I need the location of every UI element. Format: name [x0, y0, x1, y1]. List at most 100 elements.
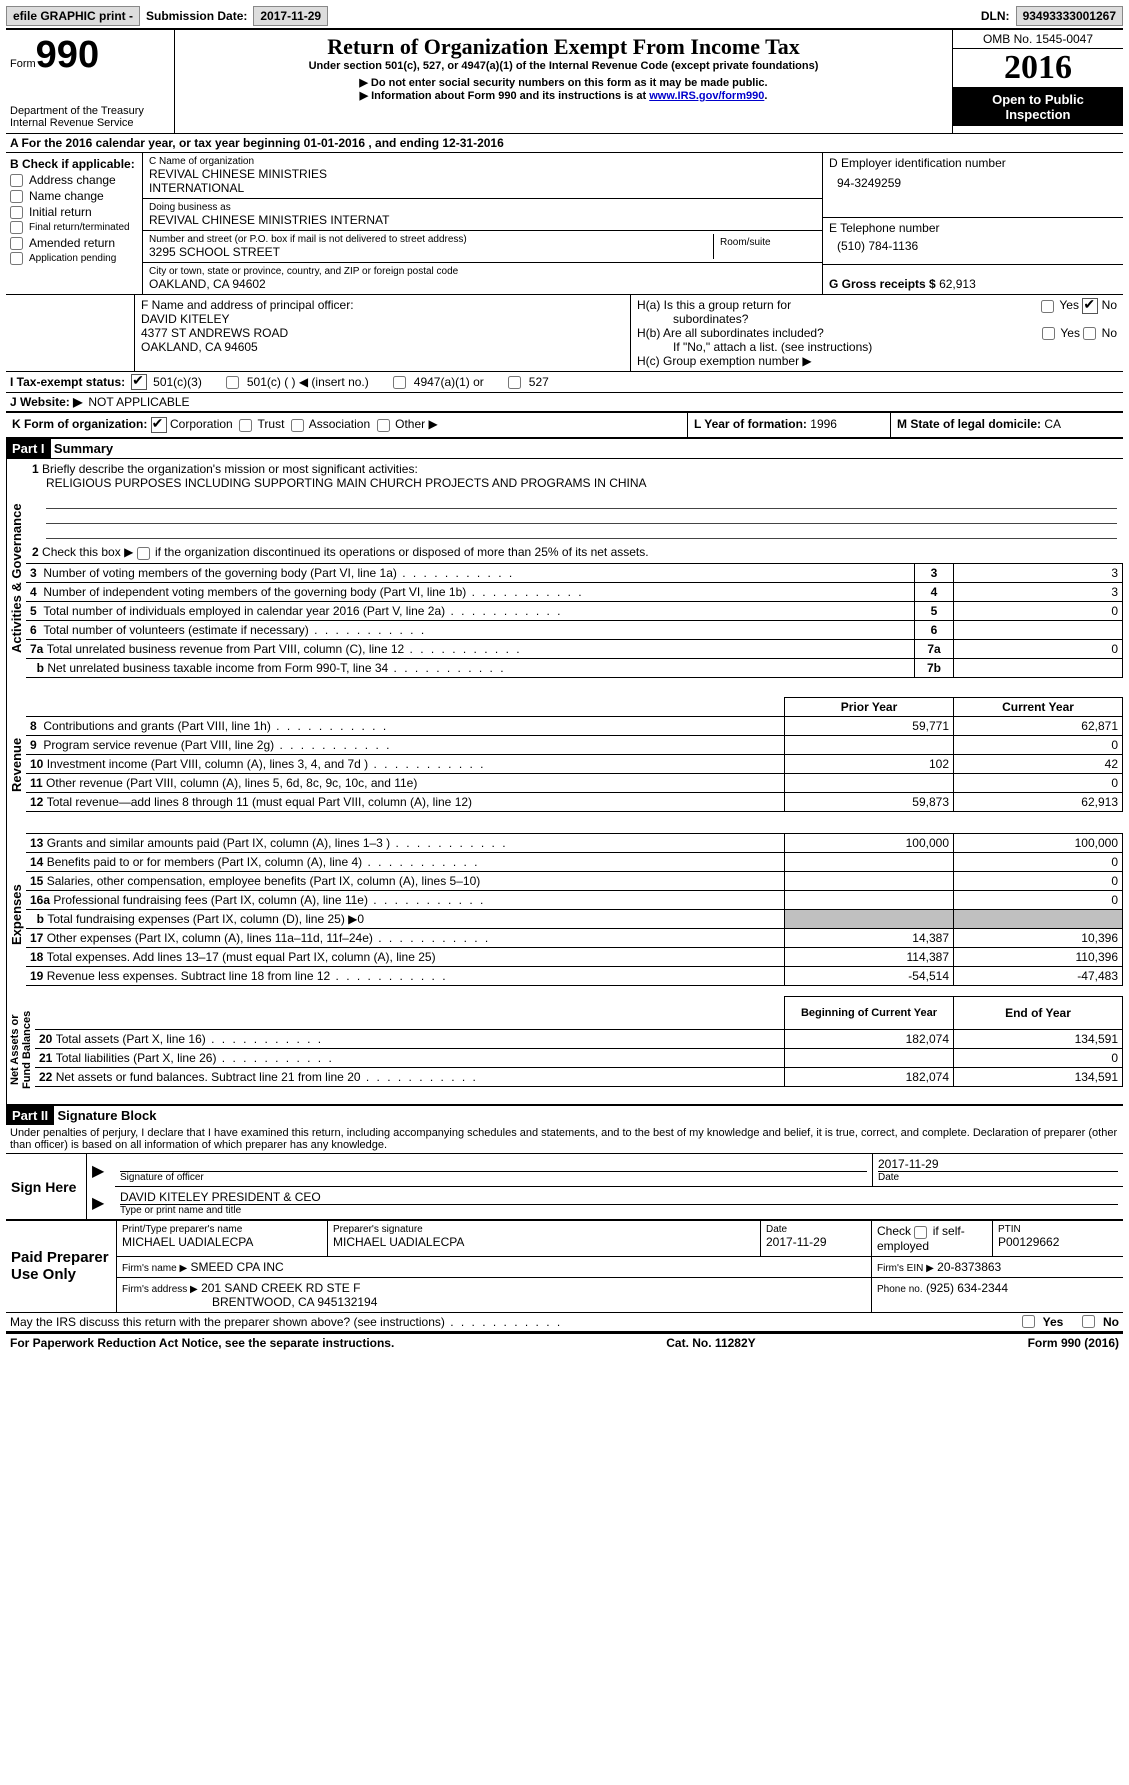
gross-receipts-label: G Gross receipts $: [829, 277, 936, 291]
chk-hb-yes[interactable]: [1042, 327, 1055, 340]
chk-address-change[interactable]: [10, 174, 23, 187]
officer-addr2: OAKLAND, CA 94605: [141, 340, 624, 354]
revenue-table: Prior YearCurrent Year 8 Contributions a…: [26, 697, 1123, 812]
ha-label: H(a) Is this a group return for: [637, 298, 791, 312]
col-prior: Prior Year: [785, 698, 954, 717]
org-name-2: INTERNATIONAL: [149, 181, 816, 195]
firm-name-label: Firm's name ▶: [122, 1263, 187, 1274]
prep-sig: MICHAEL UADIALECPA: [333, 1235, 755, 1249]
row-k-l-m: K Form of organization: Corporation Trus…: [6, 412, 1123, 439]
lbl-yes: Yes: [1059, 298, 1079, 312]
officer-addr1: 4377 ST ANDREWS ROAD: [141, 326, 624, 340]
opt-trust: Trust: [258, 418, 285, 432]
col-beginning: Beginning of Current Year: [785, 997, 954, 1030]
chk-hb-no[interactable]: [1083, 327, 1096, 340]
chk-discontinued[interactable]: [137, 547, 150, 560]
row7a-text: Total unrelated business revenue from Pa…: [47, 642, 522, 656]
chk-trust[interactable]: [239, 419, 252, 432]
footer-right: Form 990 (2016): [1028, 1336, 1119, 1350]
chk-self-employed[interactable]: [914, 1226, 927, 1239]
chk-name-change[interactable]: [10, 190, 23, 203]
dln-label: DLN:: [981, 9, 1010, 23]
prep-name-label: Print/Type preparer's name: [122, 1224, 322, 1235]
revenue-section: Revenue Prior YearCurrent Year 8 Contrib…: [6, 697, 1123, 833]
dln-value: 93493333001267: [1016, 6, 1123, 26]
paid-preparer-label: Paid Preparer Use Only: [6, 1220, 117, 1311]
side-revenue: Revenue: [6, 697, 26, 833]
lbl-final-return: Final return/terminated: [29, 222, 130, 233]
part-ii-row: Part II Signature Block: [6, 1106, 1123, 1125]
row7b-text: Net unrelated business taxable income fr…: [47, 661, 505, 675]
info-note-prefix: ▶ Information about Form 990 and its ins…: [360, 90, 650, 102]
line1-label: Briefly describe the organization's miss…: [42, 462, 418, 476]
part-i-title: Summary: [54, 441, 113, 456]
side-net-assets: Net Assets or Fund Balances: [6, 996, 35, 1104]
part-i-row: Part I Summary: [6, 439, 1123, 458]
chk-corp-checked: [151, 417, 167, 433]
opt-501c: 501(c) ( ) ◀ (insert no.): [247, 375, 369, 389]
chk-final-return[interactable]: [10, 221, 23, 234]
chk-application-pending[interactable]: [10, 252, 23, 265]
opt-other: Other ▶: [395, 418, 438, 432]
lbl-application-pending: Application pending: [29, 253, 116, 264]
printed-label: Type or print name and title: [120, 1205, 1118, 1216]
prep-sig-label: Preparer's signature: [333, 1224, 755, 1235]
irs-label: Internal Revenue Service: [10, 117, 170, 129]
sig-date: 2017-11-29: [878, 1157, 1118, 1172]
firm-phone-label: Phone no.: [877, 1284, 923, 1295]
chk-ha-yes[interactable]: [1041, 300, 1054, 313]
prep-date-label: Date: [766, 1224, 866, 1235]
l-value: 1996: [810, 417, 837, 431]
chk-ha-no-checked: [1082, 298, 1098, 314]
firm-addr-label: Firm's address ▶: [122, 1284, 198, 1295]
firm-phone: (925) 634-2344: [926, 1281, 1008, 1295]
lbl-amended: Amended return: [29, 236, 115, 250]
l-label: L Year of formation:: [694, 417, 807, 431]
room-suite-label: Room/suite: [720, 237, 810, 248]
part-ii-title: Signature Block: [57, 1108, 156, 1123]
chk-initial-return[interactable]: [10, 206, 23, 219]
col-end: End of Year: [954, 997, 1123, 1030]
city-label: City or town, state or province, country…: [149, 266, 816, 277]
tax-year: 2016: [953, 49, 1123, 88]
f-label: F Name and address of principal officer:: [141, 298, 624, 312]
street-label: Number and street (or P.O. box if mail i…: [149, 234, 713, 245]
chk-assoc[interactable]: [291, 419, 304, 432]
return-subtitle: Under section 501(c), 527, or 4947(a)(1)…: [183, 60, 944, 72]
open-to-public: Open to Public: [955, 92, 1121, 107]
org-name-1: REVIVAL CHINESE MINISTRIES: [149, 167, 816, 181]
row7a-val: 0: [954, 639, 1123, 658]
col-current: Current Year: [954, 698, 1123, 717]
row4-text: Number of independent voting members of …: [43, 585, 583, 599]
chk-501c3-checked: [131, 374, 147, 390]
chk-4947[interactable]: [393, 376, 406, 389]
chk-discuss-yes[interactable]: [1022, 1315, 1035, 1328]
chk-other[interactable]: [377, 419, 390, 432]
opt-corp: Corporation: [170, 418, 233, 432]
chk-discuss-no[interactable]: [1082, 1315, 1095, 1328]
lbl-name-change: Name change: [29, 189, 104, 203]
telephone-value: (510) 784-1136: [829, 235, 1117, 253]
street-value: 3295 SCHOOL STREET: [149, 245, 713, 259]
expenses-section: Expenses 13 Grants and similar amounts p…: [6, 833, 1123, 996]
row-a-tax-year: A For the 2016 calendar year, or tax yea…: [6, 133, 1123, 153]
firm-addr1: 201 SAND CREEK RD STE F: [201, 1281, 360, 1295]
opt-501c3: 501(c)(3): [153, 375, 202, 389]
chk-amended[interactable]: [10, 237, 23, 250]
city-value: OAKLAND, CA 94602: [149, 277, 816, 291]
lbl-initial-return: Initial return: [29, 205, 92, 219]
row3-text: Number of voting members of the governin…: [43, 566, 514, 580]
col-b-header: B Check if applicable:: [10, 157, 138, 171]
org-info-grid: B Check if applicable: Address change Na…: [6, 153, 1123, 294]
governance-table: 3 Number of voting members of the govern…: [26, 563, 1123, 678]
gross-receipts-value: 62,913: [939, 277, 976, 291]
chk-527[interactable]: [508, 376, 521, 389]
submission-date: 2017-11-29: [253, 6, 328, 26]
inspection-label: Inspection: [955, 107, 1121, 122]
row-i: I Tax-exempt status: 501(c)(3) 501(c) ( …: [6, 371, 1123, 393]
ptin-value: P00129662: [998, 1235, 1118, 1249]
ha-sub: subordinates?: [637, 312, 748, 326]
chk-501c[interactable]: [226, 376, 239, 389]
irs-link[interactable]: www.IRS.gov/form990: [649, 90, 764, 102]
hc-label: H(c) Group exemption number ▶: [637, 354, 1117, 368]
